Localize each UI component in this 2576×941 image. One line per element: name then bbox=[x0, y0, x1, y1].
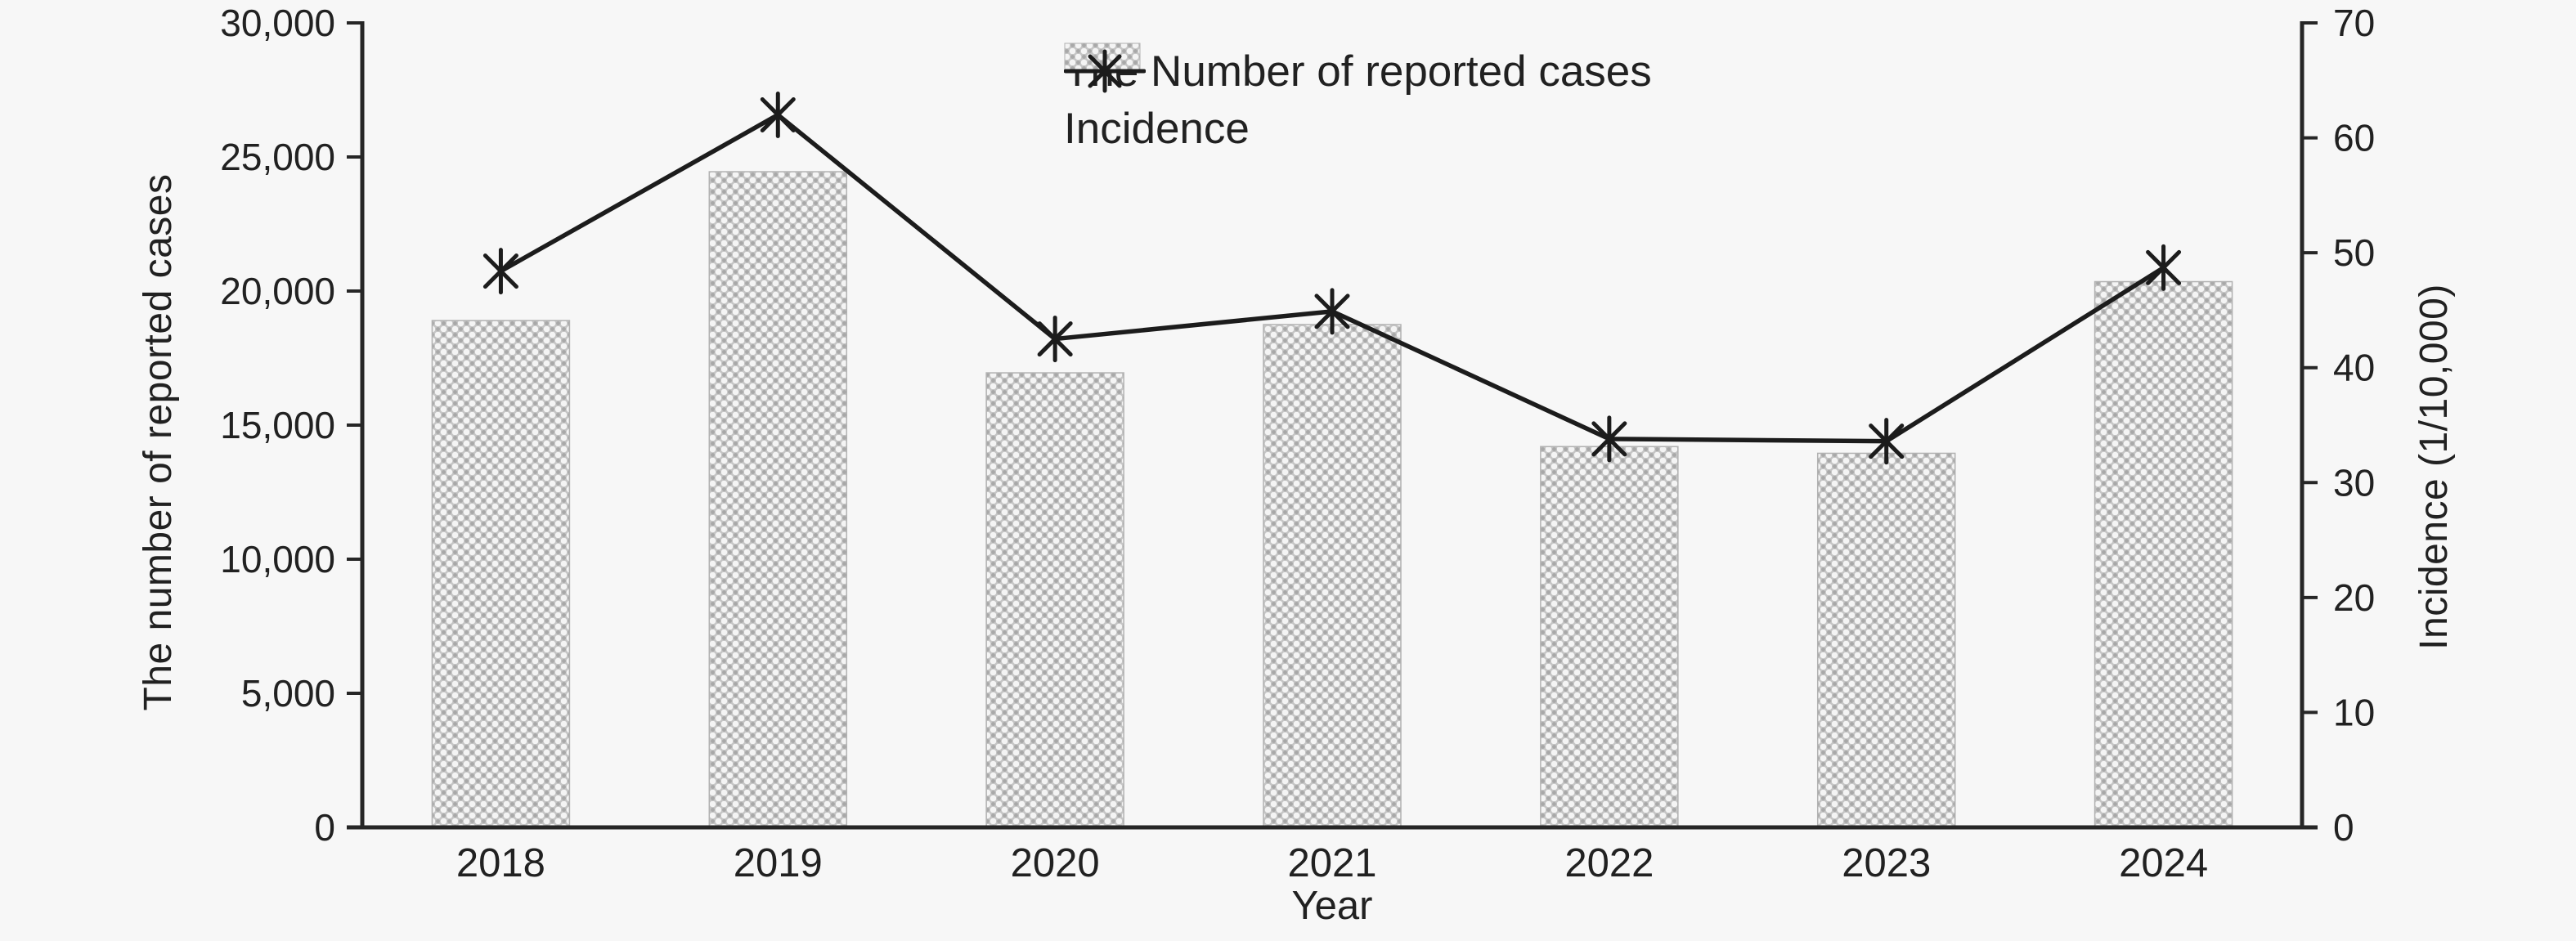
x-tick-label-2021: 2021 bbox=[1287, 841, 1376, 885]
y-axis-left-title: The number of reported cases bbox=[137, 173, 180, 711]
y-left-tick-label: 5,000 bbox=[241, 672, 335, 715]
y-left-tick-label: 0 bbox=[314, 806, 335, 849]
y-right-tick-label: 60 bbox=[2333, 117, 2375, 159]
legend-label-incidence: Incidence bbox=[1064, 104, 1250, 153]
y-left-tick-label: 20,000 bbox=[220, 270, 335, 312]
x-tick-label-2022: 2022 bbox=[1564, 841, 1654, 885]
y-axis-right-title: Incidence (1/10,000) bbox=[2412, 284, 2456, 650]
y-right-tick-label: 50 bbox=[2333, 231, 2375, 274]
y-left-tick-label: 25,000 bbox=[220, 136, 335, 178]
incidence-marker-2020 bbox=[1037, 316, 1073, 363]
bar-2022 bbox=[1540, 446, 1679, 828]
incidence-marker-2023 bbox=[1869, 418, 1905, 465]
legend-label-cases: The Number of reported cases bbox=[1064, 47, 1652, 96]
y-right-tick-label: 40 bbox=[2333, 347, 2375, 389]
x-tick-label-2020: 2020 bbox=[1011, 841, 1100, 885]
bar-2021 bbox=[1263, 324, 1402, 828]
legend: The Number of reported cases Incidence bbox=[1064, 43, 1652, 157]
bar-2018 bbox=[431, 320, 571, 828]
bar-2024 bbox=[2094, 280, 2233, 828]
legend-key-line-asterisk-icon bbox=[1064, 49, 1146, 93]
incidence-marker-2021 bbox=[1314, 288, 1350, 335]
x-tick-label-2023: 2023 bbox=[1842, 841, 1931, 885]
y-left-tick-label: 15,000 bbox=[220, 404, 335, 446]
bar-2020 bbox=[985, 372, 1124, 828]
incidence-marker-2024 bbox=[2146, 244, 2182, 291]
legend-item-cases: The Number of reported cases bbox=[1064, 43, 1652, 100]
bar-2019 bbox=[708, 171, 848, 828]
incidence-marker-2018 bbox=[482, 248, 518, 295]
y-left-tick-label: 30,000 bbox=[220, 2, 335, 44]
legend-item-incidence: Incidence bbox=[1064, 49, 1652, 157]
y-right-tick-label: 70 bbox=[2333, 2, 2375, 44]
y-right-tick-label: 10 bbox=[2333, 691, 2375, 733]
x-axis-title: Year bbox=[1291, 884, 1373, 928]
bar-2023 bbox=[1816, 452, 1956, 828]
y-right-tick-label: 30 bbox=[2333, 461, 2375, 504]
x-tick-label-2024: 2024 bbox=[2119, 841, 2208, 885]
incidence-marker-2022 bbox=[1591, 415, 1627, 463]
incidence-marker-2019 bbox=[760, 91, 796, 138]
y-right-tick-label: 20 bbox=[2333, 576, 2375, 619]
x-tick-label-2018: 2018 bbox=[456, 841, 545, 885]
y-left-tick-label: 10,000 bbox=[220, 538, 335, 580]
x-tick-label-2019: 2019 bbox=[734, 841, 823, 885]
y-right-tick-label: 0 bbox=[2333, 806, 2354, 849]
